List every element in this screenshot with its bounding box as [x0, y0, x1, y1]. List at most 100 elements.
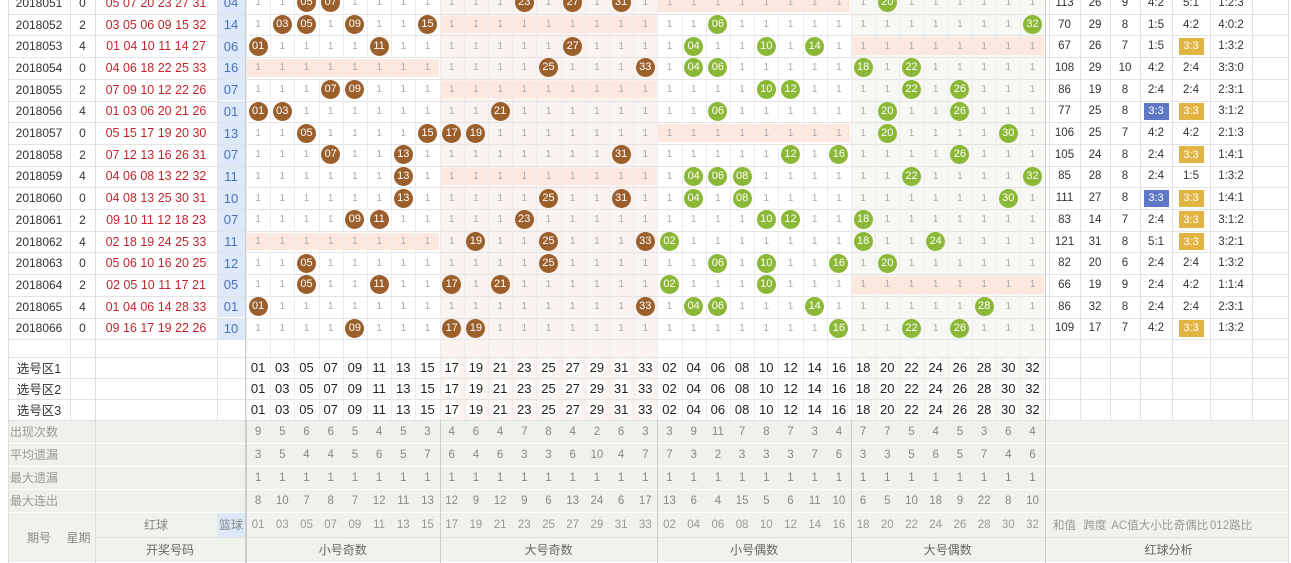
select-ball-cell[interactable]: 28 — [972, 399, 996, 420]
select-ball-cell[interactable]: 26 — [948, 399, 972, 420]
select-ball-cell[interactable]: 31 — [609, 399, 633, 420]
select-ball-cell[interactable]: 20 — [875, 357, 899, 378]
select-ball-cell[interactable]: 06 — [706, 399, 730, 420]
select-ball-cell[interactable]: 17 — [440, 357, 464, 378]
select-ball-cell[interactable]: 07 — [319, 399, 343, 420]
select-ball-cell[interactable]: 32 — [1020, 357, 1044, 378]
select-ball-cell[interactable]: 18 — [851, 378, 875, 399]
select-ball-cell[interactable]: 06 — [706, 378, 730, 399]
select-ball-cell[interactable]: 09 — [343, 399, 367, 420]
select-ball-cell[interactable]: 10 — [754, 399, 778, 420]
select-ball-cell[interactable]: 10 — [754, 357, 778, 378]
select-ball-cell[interactable]: 26 — [948, 378, 972, 399]
select-ball-cell[interactable]: 27 — [561, 378, 585, 399]
select-ball-cell[interactable]: 11 — [367, 357, 391, 378]
select-ball-cell[interactable]: 02 — [657, 378, 681, 399]
select-ball-cell[interactable]: 22 — [899, 378, 923, 399]
select-ball-cell[interactable]: 09 — [343, 357, 367, 378]
select-ball-cell[interactable]: 05 — [294, 357, 318, 378]
select-ball-cell[interactable]: 02 — [657, 399, 681, 420]
select-ball-cell[interactable]: 13 — [391, 399, 415, 420]
select-ball-cell[interactable]: 21 — [488, 378, 512, 399]
select-ball-cell[interactable]: 32 — [1020, 399, 1044, 420]
select-ball-cell[interactable]: 04 — [682, 357, 706, 378]
select-ball-cell[interactable]: 30 — [996, 378, 1020, 399]
select-ball-cell[interactable]: 24 — [924, 378, 948, 399]
select-ball-cell[interactable]: 16 — [827, 378, 851, 399]
select-ball-cell[interactable]: 28 — [972, 357, 996, 378]
select-ball-cell[interactable]: 27 — [561, 399, 585, 420]
select-ball-cell[interactable]: 29 — [585, 399, 609, 420]
select-ball-cell[interactable]: 03 — [270, 378, 294, 399]
select-ball-cell[interactable]: 15 — [415, 399, 439, 420]
select-ball-cell[interactable]: 05 — [294, 378, 318, 399]
select-ball-cell[interactable]: 06 — [706, 357, 730, 378]
select-ball-cell[interactable]: 26 — [948, 357, 972, 378]
select-ball-cell[interactable]: 30 — [996, 399, 1020, 420]
miss-marker: 1 — [763, 62, 770, 74]
select-ball-cell[interactable]: 29 — [585, 378, 609, 399]
select-ball-cell[interactable]: 22 — [899, 399, 923, 420]
select-ball-cell[interactable]: 33 — [633, 378, 657, 399]
select-ball-cell[interactable]: 23 — [512, 357, 536, 378]
select-ball-cell[interactable]: 08 — [730, 399, 754, 420]
select-ball-cell[interactable]: 24 — [924, 357, 948, 378]
select-ball-cell[interactable]: 07 — [319, 357, 343, 378]
select-ball-cell[interactable]: 19 — [464, 399, 488, 420]
select-ball-cell[interactable]: 12 — [778, 378, 802, 399]
select-ball-cell[interactable]: 33 — [633, 399, 657, 420]
select-ball-cell[interactable]: 22 — [899, 357, 923, 378]
select-ball-cell[interactable]: 18 — [851, 357, 875, 378]
select-ball-cell[interactable]: 18 — [851, 399, 875, 420]
select-ball-cell[interactable]: 25 — [536, 399, 560, 420]
select-ball-cell[interactable]: 04 — [682, 378, 706, 399]
select-ball-cell[interactable]: 23 — [512, 399, 536, 420]
select-ball-cell[interactable]: 21 — [488, 357, 512, 378]
select-ball-cell[interactable]: 01 — [246, 399, 270, 420]
select-ball-cell[interactable]: 19 — [464, 357, 488, 378]
select-ball-cell[interactable]: 20 — [875, 378, 899, 399]
select-ball-cell[interactable]: 04 — [682, 399, 706, 420]
select-ball-cell[interactable]: 16 — [827, 399, 851, 420]
select-ball-cell[interactable]: 19 — [464, 378, 488, 399]
select-ball-cell[interactable]: 03 — [270, 357, 294, 378]
select-ball-cell[interactable]: 20 — [875, 399, 899, 420]
select-ball-cell[interactable]: 01 — [246, 378, 270, 399]
select-ball-cell[interactable]: 25 — [536, 378, 560, 399]
select-ball-cell[interactable]: 15 — [415, 378, 439, 399]
select-ball-cell[interactable]: 03 — [270, 399, 294, 420]
select-ball-cell[interactable]: 15 — [415, 357, 439, 378]
select-ball-cell[interactable]: 13 — [391, 357, 415, 378]
select-ball-cell[interactable]: 29 — [585, 357, 609, 378]
select-ball-cell[interactable]: 24 — [924, 399, 948, 420]
select-ball-cell[interactable]: 14 — [803, 378, 827, 399]
select-ball-cell[interactable]: 02 — [657, 357, 681, 378]
select-ball-cell[interactable]: 27 — [561, 357, 585, 378]
select-ball-cell[interactable]: 31 — [609, 378, 633, 399]
select-ball-cell[interactable]: 08 — [730, 378, 754, 399]
select-ball-cell[interactable]: 33 — [633, 357, 657, 378]
select-ball-cell[interactable]: 14 — [803, 399, 827, 420]
select-ball-cell[interactable]: 32 — [1020, 378, 1044, 399]
select-ball-cell[interactable]: 12 — [778, 357, 802, 378]
select-ball-cell[interactable]: 07 — [319, 378, 343, 399]
select-ball-cell[interactable]: 01 — [246, 357, 270, 378]
select-ball-cell[interactable]: 14 — [803, 357, 827, 378]
select-ball-cell[interactable]: 25 — [536, 357, 560, 378]
select-ball-cell[interactable]: 13 — [391, 378, 415, 399]
select-ball-cell[interactable]: 16 — [827, 357, 851, 378]
select-ball-cell[interactable]: 12 — [778, 399, 802, 420]
select-ball-cell[interactable]: 28 — [972, 378, 996, 399]
select-ball-cell[interactable]: 09 — [343, 378, 367, 399]
select-ball-cell[interactable]: 05 — [294, 399, 318, 420]
select-ball-cell[interactable]: 23 — [512, 378, 536, 399]
select-ball-cell[interactable]: 31 — [609, 357, 633, 378]
select-ball-cell[interactable]: 21 — [488, 399, 512, 420]
select-ball-cell[interactable]: 11 — [367, 378, 391, 399]
select-ball-cell[interactable]: 10 — [754, 378, 778, 399]
select-ball-cell[interactable]: 11 — [367, 399, 391, 420]
select-ball-cell[interactable]: 17 — [440, 378, 464, 399]
select-ball-cell[interactable]: 08 — [730, 357, 754, 378]
select-ball-cell[interactable]: 17 — [440, 399, 464, 420]
select-ball-cell[interactable]: 30 — [996, 357, 1020, 378]
